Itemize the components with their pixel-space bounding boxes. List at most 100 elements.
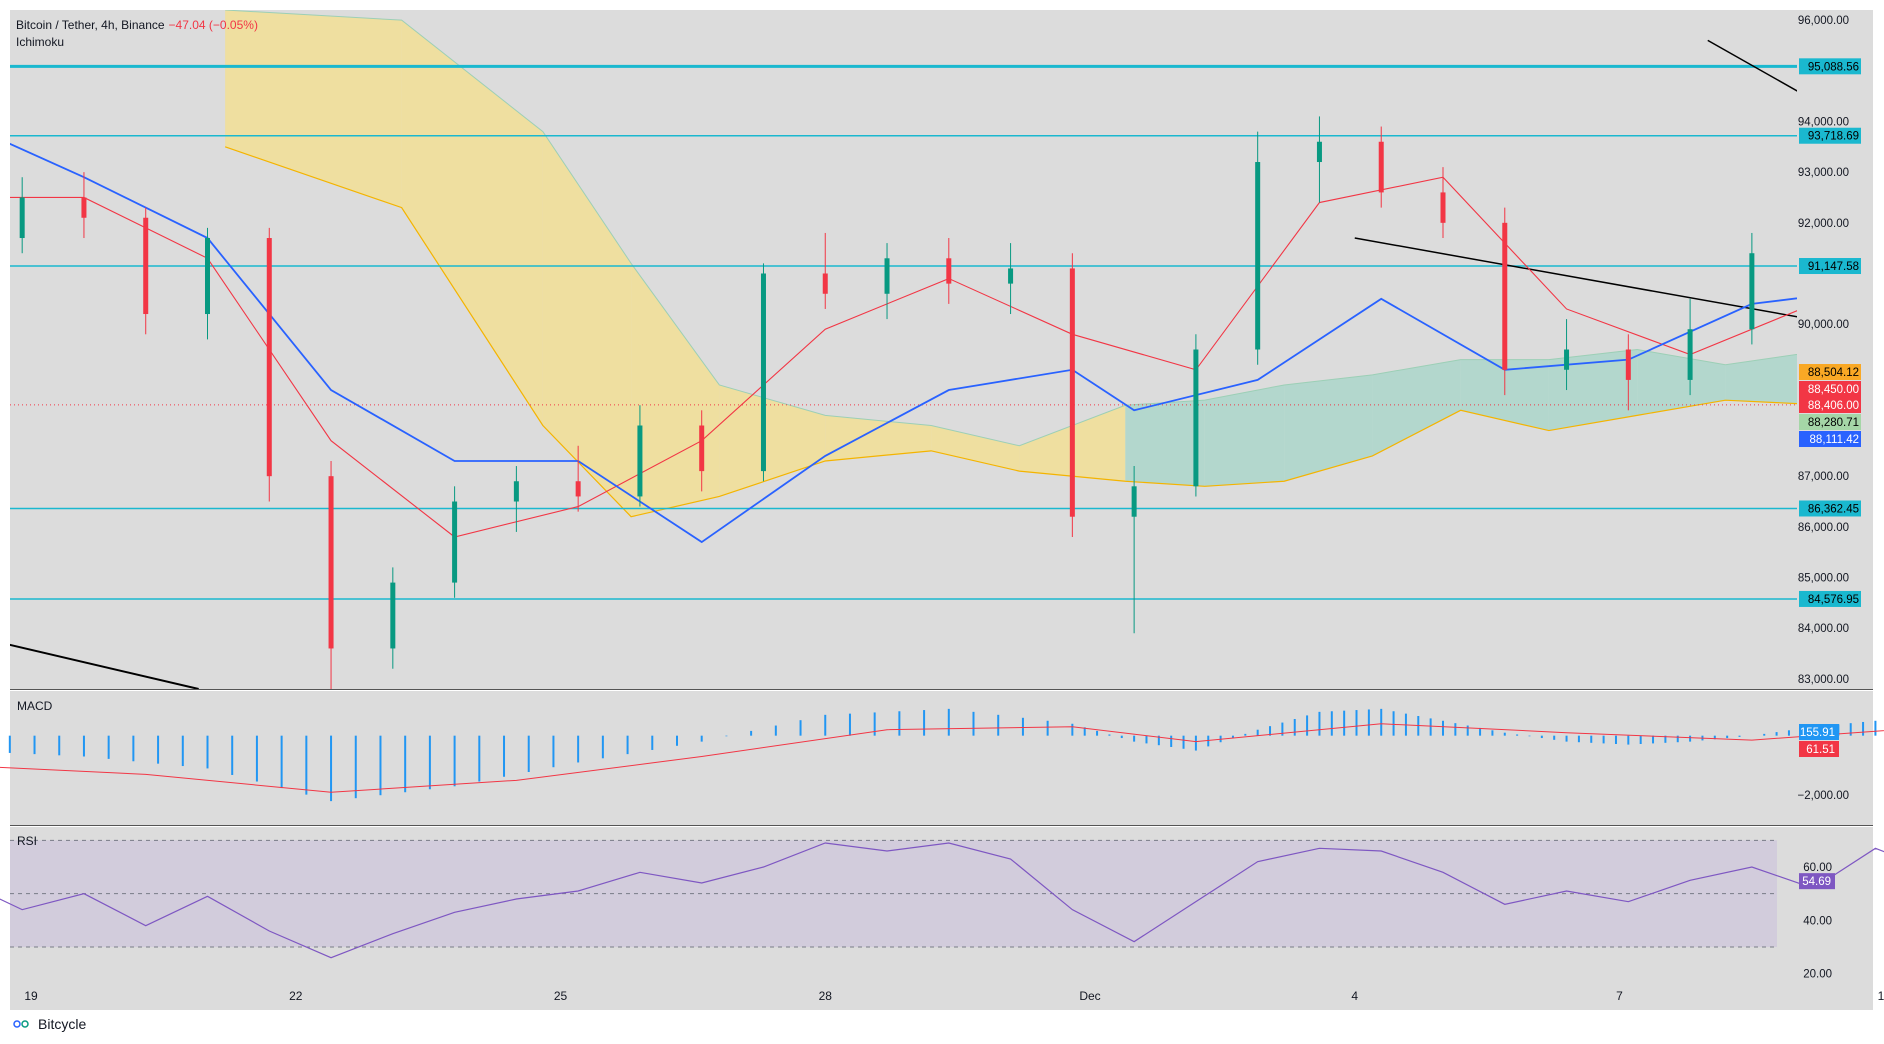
ichimoku-cloud-segment: [225, 10, 402, 208]
time-axis-tick: Dec: [1079, 989, 1100, 1003]
price-axis-tag: [1799, 397, 1861, 413]
indicator-label-ichimoku: Ichimoku: [16, 35, 65, 49]
candle: [1749, 232, 1755, 345]
candle-body: [637, 425, 643, 497]
price-pane: [10, 10, 1797, 689]
candle-body: [1502, 222, 1508, 370]
candle: [452, 486, 458, 598]
candle: [513, 466, 519, 532]
level-axis-tag: [1799, 590, 1861, 607]
price-axis-label: 88,406.00: [1808, 400, 1859, 412]
macd-pane: [0, 708, 1884, 802]
price-axis-tick: 84,000.00: [1798, 623, 1849, 635]
ichimoku-cloud-segment: [1204, 384, 1285, 487]
candle-body: [884, 258, 890, 294]
ichimoku-cloud-segment: [631, 263, 720, 517]
candle-body: [1625, 349, 1631, 380]
candle-body: [81, 197, 87, 218]
price-axis-tag: [1799, 414, 1861, 430]
candle: [1502, 207, 1508, 396]
price-axis-tick: 94,000.00: [1798, 116, 1849, 128]
candle-body: [1193, 349, 1199, 487]
candle-body: [760, 273, 766, 472]
ichimoku-cloud-segment: [719, 384, 826, 497]
price-axis-tick: 90,000.00: [1798, 319, 1849, 331]
level-axis-label: 95,088.56: [1808, 61, 1859, 73]
rsi-pane: [0, 839, 1884, 959]
price-axis-label: 88,111.42: [1810, 434, 1859, 446]
candle: [81, 172, 87, 239]
macd-pane-label: MACD: [17, 699, 53, 713]
ichimoku-span-b: [224, 146, 1797, 518]
level-axis-label: 93,718.69: [1808, 131, 1859, 143]
price-axis-label: 88,450.00: [1808, 384, 1859, 396]
ichimoku-cloud-segment: [931, 425, 1020, 472]
rsi-value-tag: [1799, 873, 1835, 890]
candle-body: [1378, 141, 1384, 193]
time-axis-tick: 19: [24, 989, 38, 1003]
level-axis-tag: [1799, 500, 1861, 517]
time-axis-tick: 4: [1351, 989, 1358, 1003]
time-axis-tick: 28: [819, 989, 833, 1003]
ichimoku-cloud-segment: [1125, 400, 1205, 487]
brand-name: Bitcycle: [38, 1016, 87, 1032]
price-axis-tick: 93,000.00: [1798, 167, 1849, 179]
candle-body: [1687, 329, 1693, 380]
candle-body: [1440, 192, 1446, 223]
candle: [266, 227, 272, 502]
candle-body: [699, 425, 705, 472]
ichimoku-cloud-segment: [401, 20, 543, 426]
time-axis-tick: 22: [289, 989, 303, 1003]
candle-body: [390, 582, 396, 649]
candle: [143, 207, 149, 335]
level-axis-tag: [1799, 258, 1861, 275]
ichimoku-cloud-segment: [1372, 359, 1461, 456]
brand-footer[interactable]: Bitcycle: [12, 1016, 86, 1032]
candle-body: [328, 476, 334, 649]
macd-value-label: 61.51: [1806, 744, 1835, 756]
macd-signal-line: [0, 723, 1884, 793]
rsi-axis-tick: 20.00: [1803, 969, 1832, 981]
candle-body: [1069, 268, 1075, 517]
level-axis-label: 84,576.95: [1808, 594, 1859, 606]
candle-body: [266, 238, 272, 477]
candle: [1069, 253, 1075, 537]
price-axis-tag: [1799, 381, 1861, 397]
macd-value-tag: [1799, 724, 1839, 740]
candle-body: [1564, 349, 1570, 370]
price-axis-label: 88,504.12: [1808, 367, 1859, 379]
candle-body: [575, 481, 581, 497]
level-axis-label: 91,147.58: [1808, 261, 1859, 273]
trendline: [1354, 237, 1797, 318]
ichimoku-cloud-segment: [825, 415, 932, 461]
ichimoku-cloud-segment: [1284, 374, 1373, 482]
candle: [1440, 167, 1446, 239]
candle: [1378, 126, 1384, 208]
candle: [637, 405, 643, 507]
candle: [1316, 116, 1322, 203]
candle: [699, 410, 705, 492]
candle: [575, 445, 581, 512]
candle: [884, 243, 890, 320]
candle: [1255, 131, 1261, 365]
ichimoku-cloud-segment: [1637, 349, 1726, 416]
bitcycle-logo-icon: [13, 1020, 29, 1028]
candle-body: [1749, 253, 1755, 330]
macd-pane-bg: [10, 691, 1873, 825]
level-axis-label: 86,362.45: [1808, 503, 1859, 515]
level-axis-tag: [1799, 58, 1861, 75]
price-axis-tick: 96,000.00: [1798, 15, 1849, 27]
candle: [328, 460, 334, 689]
candle: [1625, 334, 1631, 411]
time-axis-tick: 25: [554, 989, 568, 1003]
macd-axis-tick: −2,000.00: [1798, 790, 1849, 802]
rsi-pane-bg: [10, 827, 1873, 987]
price-axis-tag: [1799, 431, 1861, 447]
candle-body: [946, 258, 952, 284]
price-axis-tick: 83,000.00: [1798, 674, 1849, 686]
candle-body: [1255, 162, 1261, 350]
macd-value-label: 155.91: [1800, 727, 1835, 739]
rsi-value-label: 54.69: [1802, 876, 1831, 888]
price-axis-tick: 85,000.00: [1798, 573, 1849, 585]
